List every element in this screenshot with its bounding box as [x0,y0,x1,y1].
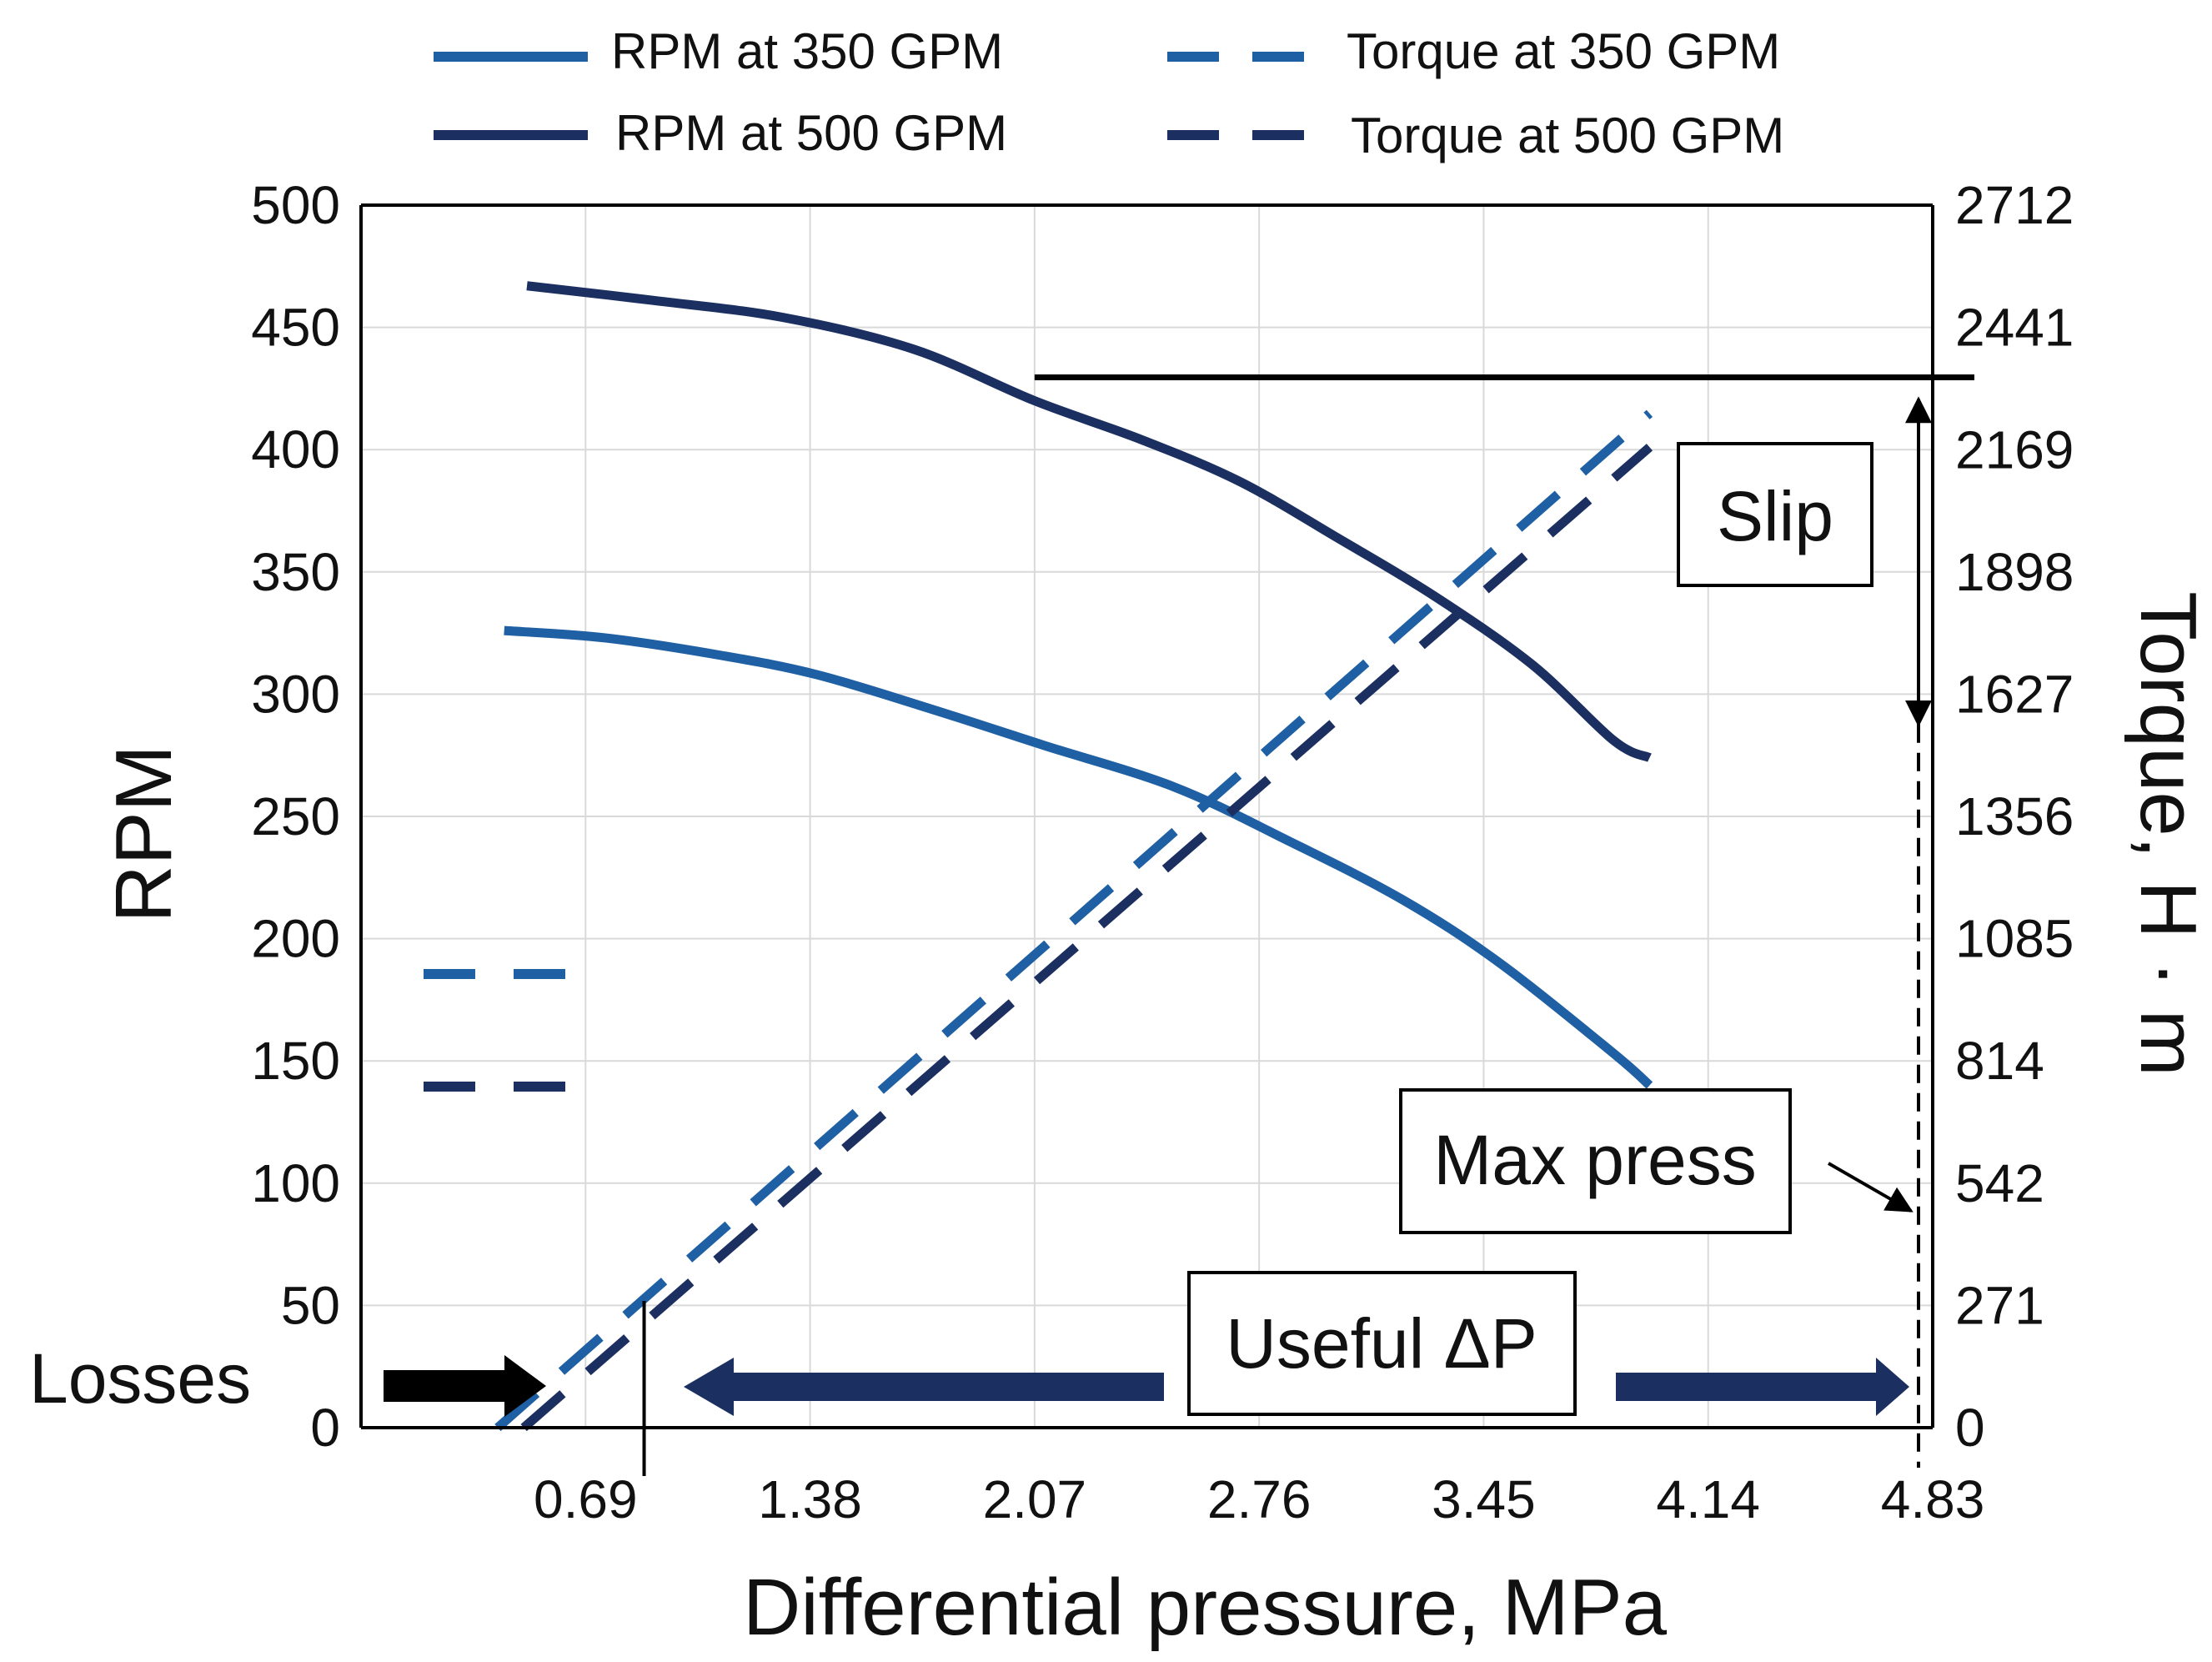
x-tick-label-2: 2.07 [983,1469,1087,1529]
y2-tick-label-6: 1627 [1955,665,2074,725]
y-tick-label-2: 100 [251,1153,340,1213]
useful-dp-annotation: Useful ΔP [684,1271,1909,1416]
losses-label: Losses [29,1339,251,1418]
y2-tick-label-4: 1085 [1955,908,2074,968]
losses-annotation: Losses [29,1301,646,1476]
x-tick-label-4: 3.45 [1432,1469,1536,1529]
x-axis-title: Differential pressure, MPa [743,1563,1668,1652]
rpm-500-line [526,281,1652,762]
y-tick-label-8: 400 [251,419,340,480]
max-press-label: Max press [1433,1121,1756,1199]
legend-label-torque-350: Torque at 350 GPM [1347,23,1780,79]
series-layer [494,281,1653,1432]
grid [361,204,1934,1428]
y2-tick-label-8: 2169 [1955,420,2074,480]
max-press-pointer [1828,1162,1914,1213]
legend-label-rpm-350: RPM at 350 GPM [611,23,1003,79]
y2-tick-label-1: 271 [1955,1276,2044,1336]
x-tick-label-5: 4.14 [1656,1469,1760,1529]
y2-tick-label-7: 1898 [1955,542,2074,602]
losses-arrowhead [504,1355,546,1417]
x-tick-label-6: 4.83 [1881,1469,1985,1529]
useful-dp-box [1187,1271,1577,1416]
y2-tick-label-10: 2712 [1955,175,2074,235]
y-tick-label-4: 200 [251,909,340,969]
y-tick-label-0: 0 [310,1398,340,1458]
x-tick-label-1: 1.38 [758,1469,862,1529]
legend: RPM at 350 GPM RPM at 500 GPM Torque at … [434,23,1784,163]
max-press-box [1399,1088,1792,1234]
y2-tick-labels: 0 271 542 814 1085 1356 1627 1898 2169 2441 2712 [1955,175,2074,1458]
y2-tick-label-3: 814 [1955,1031,2044,1091]
x-tick-label-3: 2.76 [1207,1469,1312,1529]
useful-dp-arrowhead-left [684,1358,734,1416]
x-tick-label-0: 0.69 [534,1469,638,1529]
y-tick-label-9: 450 [251,298,340,358]
y-axis-title: RPM [99,745,188,922]
useful-dp-label: Useful ΔP [1226,1304,1537,1383]
useful-dp-arrowhead-right [1876,1358,1909,1416]
y-tick-label-1: 50 [281,1275,340,1335]
y-tick-label-5: 250 [251,786,340,846]
slip-annotation: Slip [1034,374,1974,727]
legend-label-torque-500: Torque at 500 GPM [1351,108,1784,163]
x-tick-labels: 0.69 1.38 2.07 2.76 3.45 4.14 4.83 [534,1469,1984,1529]
rpm-350-line [504,625,1653,1089]
slip-label: Slip [1717,477,1833,555]
slip-box [1677,442,1873,587]
legend-label-rpm-500: RPM at 500 GPM [615,105,1007,161]
y2-axis-title: Torque, H · m [2124,591,2212,1076]
y-tick-label-7: 350 [251,542,340,602]
torque-350-line [494,409,1653,1432]
y-tick-label-6: 300 [251,664,340,724]
y-tick-label-3: 150 [251,1031,340,1091]
y-tick-label-10: 500 [251,175,340,235]
y2-tick-label-2: 542 [1955,1153,2044,1213]
y-tick-labels: 0 50 100 150 200 250 300 350 400 450 500 [251,175,340,1458]
y2-tick-label-0: 0 [1955,1398,1985,1458]
y2-tick-label-5: 1356 [1955,786,2074,846]
y2-tick-label-9: 2441 [1955,297,2074,357]
max-press-annotation: Max press [1399,724,1920,1468]
